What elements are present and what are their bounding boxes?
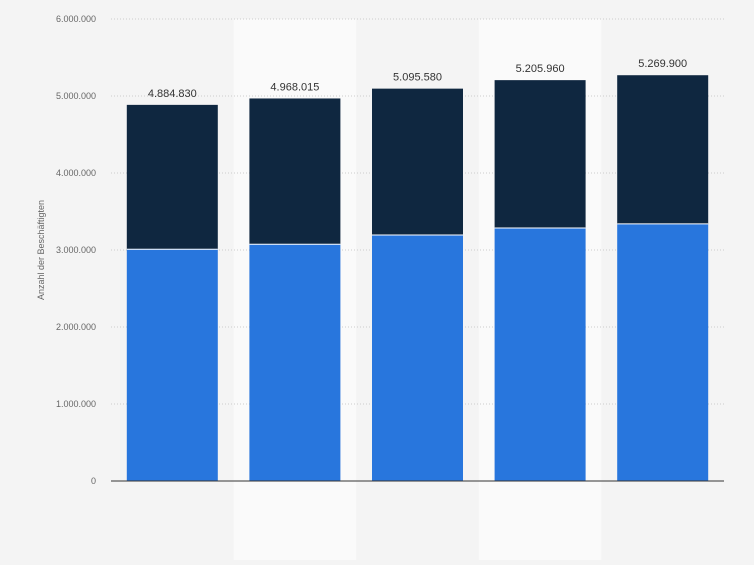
y-axis: 0 1.000.000 2.000.000 3.000.000 4.000.000 5.0… — [56, 14, 96, 486]
y-tick-label: 5.000.000 — [56, 91, 96, 101]
data-label: 4.884.830 — [148, 88, 197, 100]
data-label: 5.269.900 — [638, 58, 687, 70]
bar-segment — [249, 98, 341, 245]
y-tick-label: 6.000.000 — [56, 14, 96, 24]
data-label: 5.095.580 — [393, 72, 442, 84]
data-label: 4.968.015 — [270, 81, 319, 93]
y-tick-label: 4.000.000 — [56, 168, 96, 178]
bar-segment — [372, 88, 463, 235]
y-tick-label: 0 — [91, 476, 96, 486]
bar-segment — [249, 244, 341, 481]
bar-segment — [494, 228, 586, 481]
bar-segment — [372, 234, 463, 481]
bar-segment — [126, 104, 218, 250]
bar-segment — [617, 223, 709, 481]
y-tick-label: 1.000.000 — [56, 399, 96, 409]
bars — [126, 75, 709, 481]
bar-segment — [494, 80, 586, 229]
y-tick-label: 3.000.000 — [56, 245, 96, 255]
data-labels: 4.884.830 4.968.015 5.095.580 5.205.960 5.26… — [148, 58, 687, 100]
y-tick-label: 2.000.000 — [56, 322, 96, 332]
bar-segment — [126, 249, 218, 481]
bar-segment — [617, 75, 709, 224]
data-label: 5.205.960 — [516, 63, 565, 75]
y-axis-title: Anzahl der Beschäftigten — [36, 200, 46, 300]
